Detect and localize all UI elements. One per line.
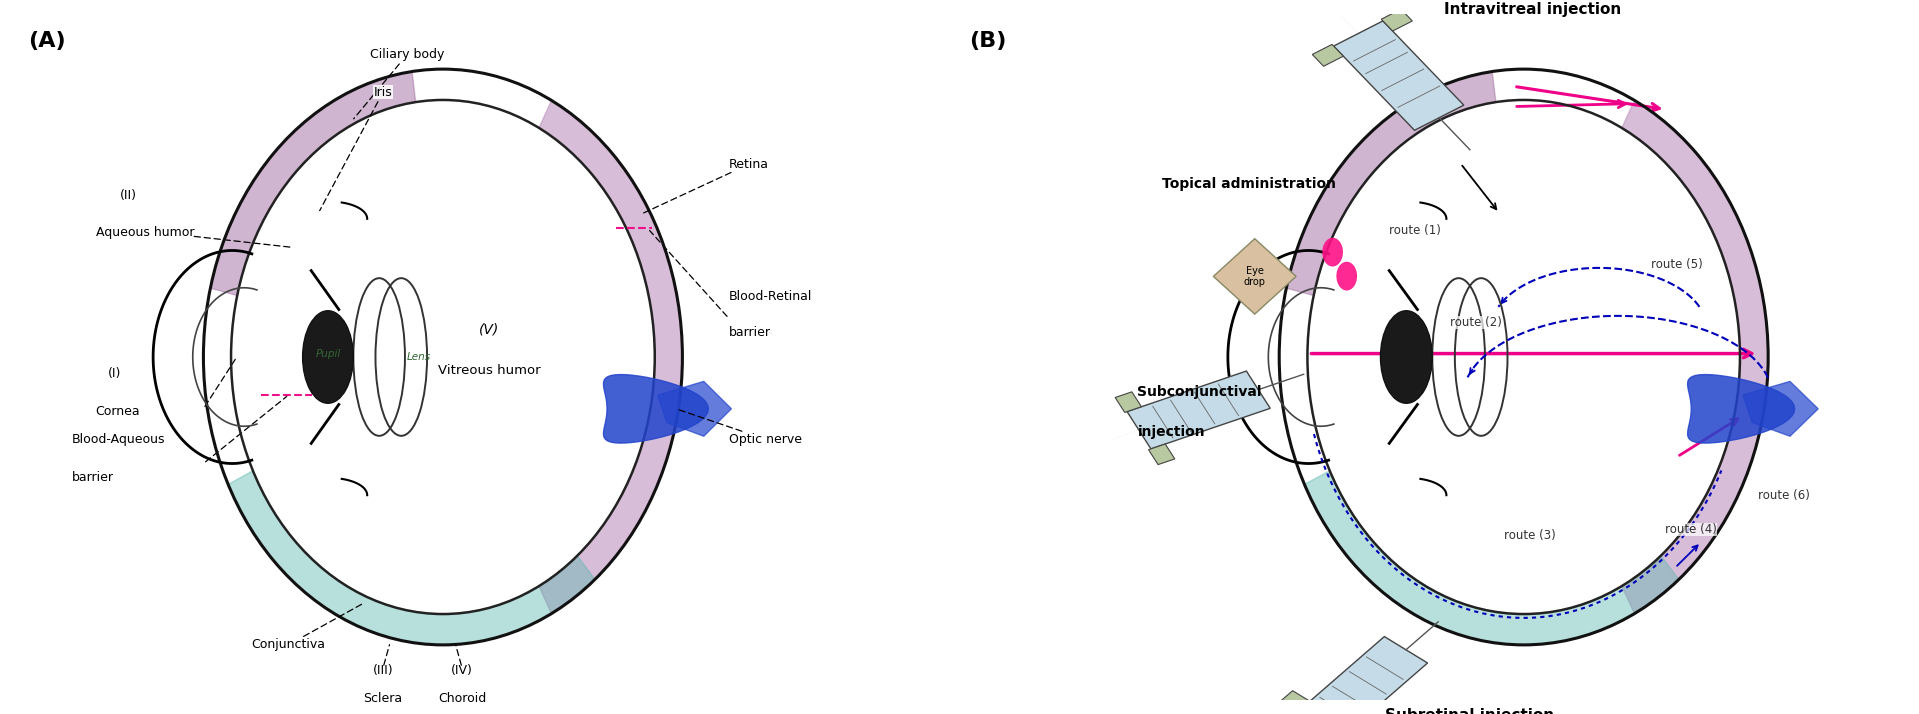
Polygon shape	[211, 71, 416, 296]
Text: (V): (V)	[480, 323, 499, 336]
Polygon shape	[658, 381, 731, 436]
Text: route (3): route (3)	[1504, 529, 1556, 542]
Text: route (5): route (5)	[1650, 258, 1702, 271]
Polygon shape	[539, 101, 683, 613]
Text: (III): (III)	[372, 664, 393, 677]
Text: (II): (II)	[119, 188, 136, 201]
Polygon shape	[1149, 444, 1174, 465]
Text: Subretinal injection: Subretinal injection	[1386, 708, 1554, 714]
Text: Aqueous humor: Aqueous humor	[96, 226, 194, 239]
Text: Iris: Iris	[320, 86, 391, 211]
Text: Intravitreal injection: Intravitreal injection	[1445, 2, 1622, 17]
Text: Choroid: Choroid	[438, 693, 486, 705]
Text: Ciliary body: Ciliary body	[353, 49, 443, 119]
Polygon shape	[1280, 690, 1311, 712]
Polygon shape	[1313, 44, 1343, 66]
Text: Pupil: Pupil	[315, 348, 340, 358]
Text: Vitreous humor: Vitreous humor	[438, 364, 541, 377]
Text: Optic nerve: Optic nerve	[679, 410, 802, 446]
Text: (IV): (IV)	[451, 664, 472, 677]
Polygon shape	[1334, 21, 1464, 130]
Polygon shape	[1126, 371, 1270, 449]
Text: (B): (B)	[969, 31, 1006, 51]
Text: route (2): route (2)	[1451, 316, 1503, 329]
Polygon shape	[1382, 9, 1412, 31]
Text: Conjunctiva: Conjunctiva	[251, 603, 365, 651]
Text: (A): (A)	[29, 31, 65, 51]
Polygon shape	[1622, 101, 1767, 613]
Text: Retina: Retina	[641, 158, 770, 214]
Text: Blood-Aqueous: Blood-Aqueous	[71, 433, 165, 446]
Polygon shape	[1687, 375, 1794, 443]
Text: barrier: barrier	[71, 471, 113, 484]
Text: injection: injection	[1138, 425, 1205, 439]
Ellipse shape	[1336, 262, 1357, 291]
Text: barrier: barrier	[729, 326, 771, 339]
Polygon shape	[1115, 392, 1142, 413]
Text: route (4): route (4)	[1666, 523, 1718, 536]
Ellipse shape	[1380, 311, 1432, 403]
Text: Subconjunctival: Subconjunctival	[1138, 385, 1263, 398]
Text: (I): (I)	[107, 367, 121, 380]
Text: Blood-Retinal: Blood-Retinal	[729, 291, 812, 303]
Text: route (1): route (1)	[1389, 223, 1441, 237]
Text: route (6): route (6)	[1758, 488, 1810, 502]
Text: Lens: Lens	[407, 352, 432, 362]
Ellipse shape	[303, 311, 353, 403]
Polygon shape	[1305, 471, 1679, 645]
Polygon shape	[1213, 238, 1295, 314]
Text: Sclera: Sclera	[363, 693, 403, 705]
Polygon shape	[228, 471, 595, 645]
Polygon shape	[1299, 637, 1428, 714]
Polygon shape	[1286, 71, 1495, 296]
Text: Cornea: Cornea	[96, 405, 140, 418]
Polygon shape	[1742, 381, 1817, 436]
Ellipse shape	[1322, 238, 1343, 266]
Text: Topical administration: Topical administration	[1161, 177, 1336, 191]
Text: Eye
drop: Eye drop	[1244, 266, 1267, 287]
Polygon shape	[603, 375, 708, 443]
